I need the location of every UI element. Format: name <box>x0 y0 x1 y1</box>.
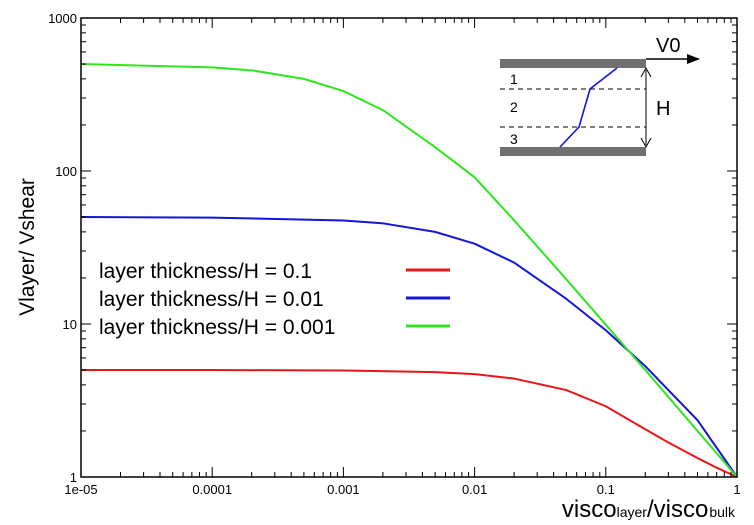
y-axis-title: Vlayer/ Vshear <box>16 178 39 316</box>
axis-ticks <box>80 17 738 478</box>
plot-frame <box>80 17 738 478</box>
height-arrowhead-top <box>640 66 652 78</box>
top-plate <box>500 59 646 68</box>
legend-label-series-2: layer thickness/H = 0.01 <box>99 288 324 311</box>
y-tick-label-2: 10 <box>63 317 77 332</box>
series-line-1 <box>81 369 738 478</box>
bottom-plate <box>500 147 646 156</box>
x-axis-title: viscolayer/viscobulk <box>562 496 736 523</box>
height-label: H <box>656 98 670 120</box>
layer-label-1: 1 <box>510 71 518 87</box>
x-axis-title-sub-bulk: bulk <box>709 504 736 520</box>
y-tick-label-1: 1 <box>70 470 77 485</box>
x-tick-label-4: 0.01 <box>462 482 487 497</box>
x-tick-label-1: 1e-05 <box>64 482 97 497</box>
layer-label-3: 3 <box>510 131 518 147</box>
x-tick-label-2: 0.0001 <box>192 482 232 497</box>
height-arrowhead-bottom <box>640 137 652 149</box>
velocity-arrowhead <box>687 54 700 64</box>
x-tick-label-3: 0.001 <box>327 482 360 497</box>
series-line-3 <box>80 63 738 478</box>
axis-tick-labels: 1e-05 0.0001 0.001 0.01 0.1 1 1 10 100 1000 <box>48 11 741 497</box>
legend: layer thickness/H = 0.1 layer thickness/… <box>99 260 450 339</box>
y-tick-label-3: 100 <box>55 164 77 179</box>
inset-shear-schematic: V0 H 1 2 3 <box>500 35 700 156</box>
layer-label-2: 2 <box>510 99 518 115</box>
series-line-2 <box>80 216 738 478</box>
x-tick-label-5: 0.1 <box>597 482 615 497</box>
x-axis-title-main: visco <box>562 496 617 523</box>
legend-label-series-1: layer thickness/H = 0.1 <box>99 260 312 283</box>
x-tick-label-6: 1 <box>733 482 740 497</box>
velocity-profile-line <box>559 67 618 148</box>
x-axis-title-sub-layer: layer <box>617 504 648 520</box>
legend-label-series-3: layer thickness/H = 0.001 <box>99 316 335 339</box>
velocity-label: V0 <box>656 35 680 57</box>
series-lines <box>80 63 738 478</box>
y-tick-label-4: 1000 <box>48 11 77 26</box>
x-axis-title-slash: /visco <box>647 496 708 523</box>
